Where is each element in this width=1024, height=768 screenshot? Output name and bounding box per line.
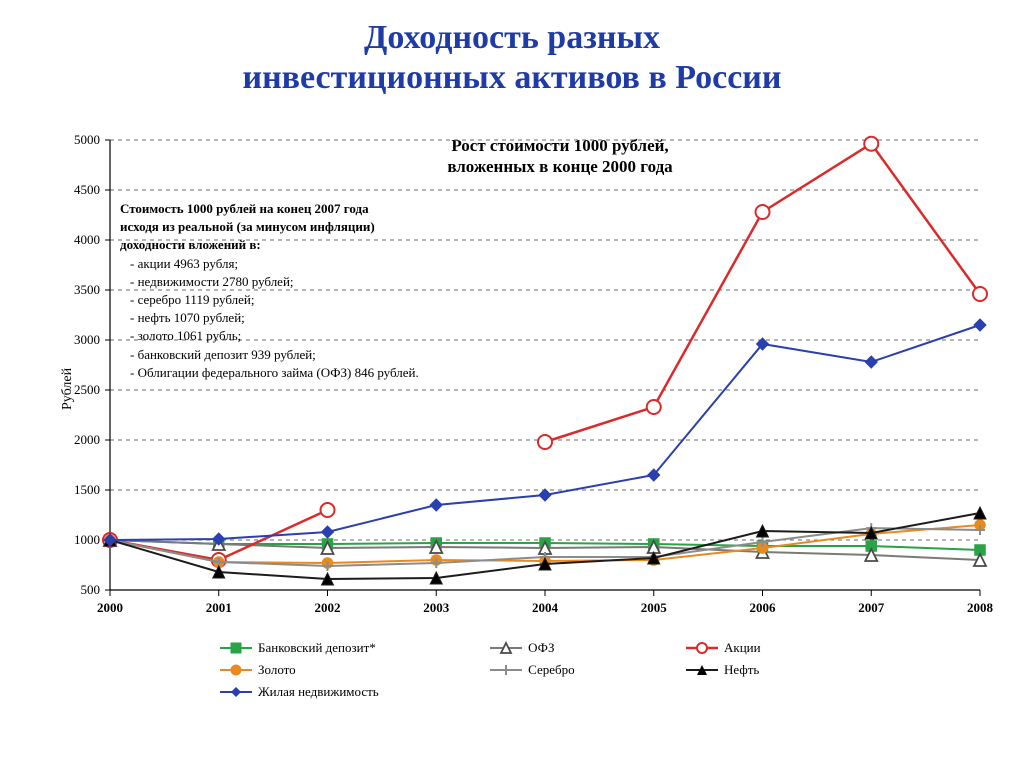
svg-text:2003: 2003: [423, 600, 450, 615]
svg-text:500: 500: [81, 582, 101, 597]
legend-label: ОФЗ: [528, 640, 554, 656]
legend-item: ОФЗ: [490, 640, 654, 656]
annotation-item: - недвижимости 2780 рублей;: [120, 273, 500, 291]
legend-label: Акции: [724, 640, 761, 656]
annotation-item: - Облигации федерального займа (ОФЗ) 846…: [120, 364, 500, 382]
annotation-items: - акции 4963 рубля;- недвижимости 2780 р…: [120, 255, 500, 382]
legend-swatch: [220, 641, 252, 655]
svg-text:3500: 3500: [74, 282, 100, 297]
legend-item: Золото: [220, 662, 458, 678]
annotation-item: - золото 1061 рубль;: [120, 327, 500, 345]
legend-swatch: [220, 685, 252, 699]
legend-item: Серебро: [490, 662, 654, 678]
svg-text:4500: 4500: [74, 182, 100, 197]
svg-text:2008: 2008: [967, 600, 994, 615]
legend-label: Нефть: [724, 662, 759, 678]
legend-swatch: [220, 663, 252, 677]
legend-swatch: [686, 641, 718, 655]
annotation-item: - акции 4963 рубля;: [120, 255, 500, 273]
legend-item: Акции: [686, 640, 840, 656]
legend-label: Банковский депозит*: [258, 640, 376, 656]
annotation-title: Стоимость 1000 рублей на конец 2007 года…: [120, 200, 500, 255]
legend-swatch: [490, 663, 522, 677]
svg-text:3000: 3000: [74, 332, 100, 347]
annotation-block: Стоимость 1000 рублей на конец 2007 года…: [120, 200, 500, 382]
svg-text:2000: 2000: [97, 600, 123, 615]
legend-swatch: [686, 663, 718, 677]
svg-text:2000: 2000: [74, 432, 100, 447]
legend-item: Жилая недвижимость: [220, 684, 458, 700]
legend-item: Нефть: [686, 662, 840, 678]
svg-text:5000: 5000: [74, 132, 100, 147]
y-axis-label: Рублей: [60, 368, 76, 410]
annotation-item: - нефть 1070 рублей;: [120, 309, 500, 327]
legend-item: Банковский депозит*: [220, 640, 458, 656]
chart-legend: Банковский депозит* ОФЗ Акции Золото Серебро…: [220, 640, 840, 700]
legend-label: Серебро: [528, 662, 574, 678]
legend-label: Жилая недвижимость: [258, 684, 379, 700]
svg-text:2002: 2002: [315, 600, 341, 615]
svg-text:1000: 1000: [74, 532, 100, 547]
annotation-item: - банковский депозит 939 рублей;: [120, 346, 500, 364]
svg-text:2004: 2004: [532, 600, 559, 615]
svg-text:2007: 2007: [858, 600, 885, 615]
svg-text:1500: 1500: [74, 482, 100, 497]
svg-text:2001: 2001: [206, 600, 232, 615]
svg-text:2500: 2500: [74, 382, 100, 397]
legend-swatch: [490, 641, 522, 655]
svg-text:4000: 4000: [74, 232, 100, 247]
legend-label: Золото: [258, 662, 296, 678]
annotation-item: - серебро 1119 рублей;: [120, 291, 500, 309]
svg-text:2006: 2006: [750, 600, 777, 615]
svg-text:2005: 2005: [641, 600, 668, 615]
